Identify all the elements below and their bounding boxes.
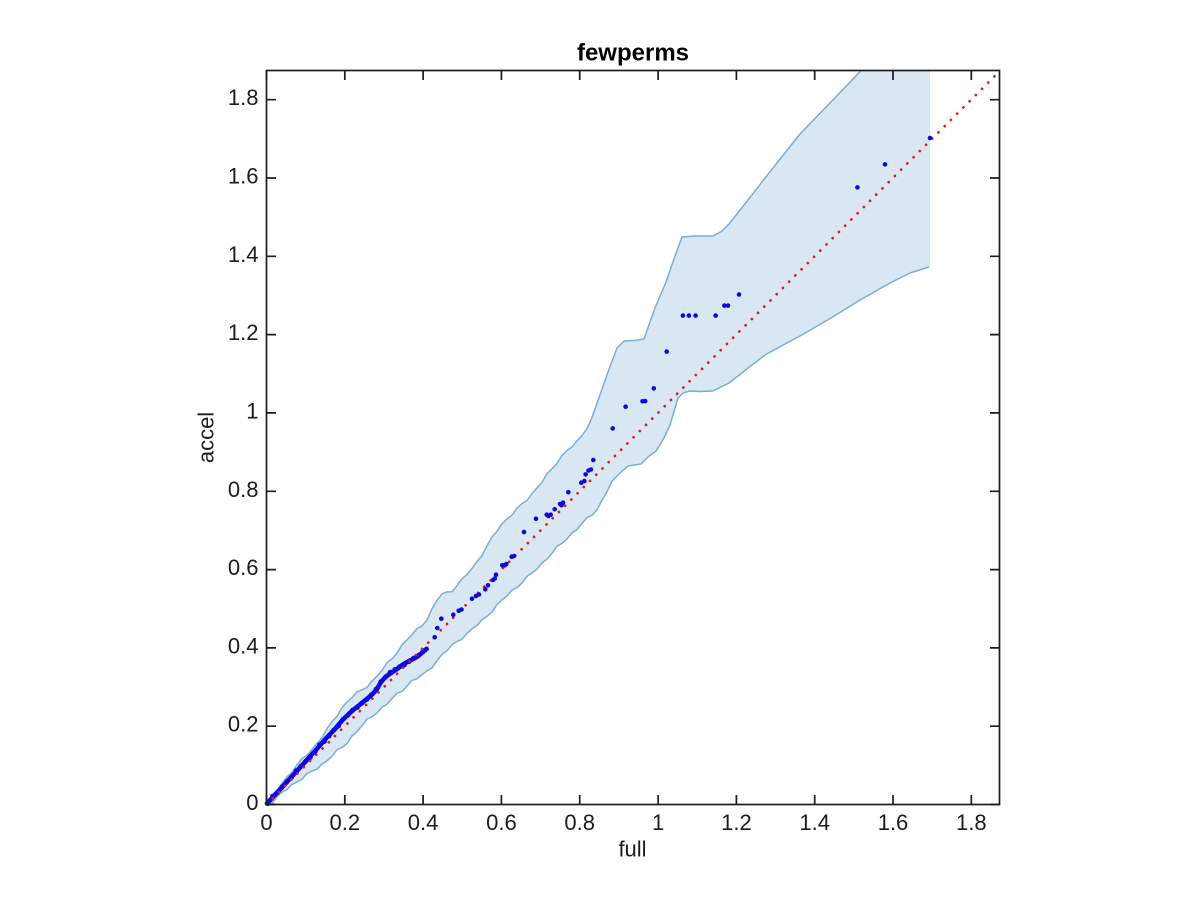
svg-text:accel: accel — [194, 412, 219, 463]
svg-text:1.8: 1.8 — [228, 85, 259, 110]
svg-text:0.8: 0.8 — [564, 810, 595, 835]
svg-text:full: full — [618, 837, 646, 862]
svg-text:0: 0 — [246, 790, 258, 815]
svg-text:0: 0 — [260, 810, 272, 835]
svg-text:1: 1 — [246, 398, 258, 423]
svg-text:1.4: 1.4 — [799, 810, 830, 835]
svg-text:0.2: 0.2 — [330, 810, 361, 835]
svg-text:0.6: 0.6 — [228, 555, 259, 580]
svg-text:fewperms: fewperms — [577, 40, 689, 67]
svg-text:0.6: 0.6 — [486, 810, 517, 835]
svg-text:0.4: 0.4 — [228, 633, 259, 658]
svg-text:1.6: 1.6 — [878, 810, 909, 835]
svg-text:0.4: 0.4 — [408, 810, 439, 835]
svg-text:0.8: 0.8 — [228, 477, 259, 502]
svg-text:1.2: 1.2 — [228, 320, 259, 345]
svg-text:1.6: 1.6 — [228, 164, 259, 189]
svg-text:0.2: 0.2 — [228, 712, 259, 737]
svg-text:1.4: 1.4 — [228, 242, 259, 267]
svg-text:1: 1 — [652, 810, 664, 835]
svg-text:1.8: 1.8 — [956, 810, 987, 835]
svg-text:1.2: 1.2 — [721, 810, 752, 835]
